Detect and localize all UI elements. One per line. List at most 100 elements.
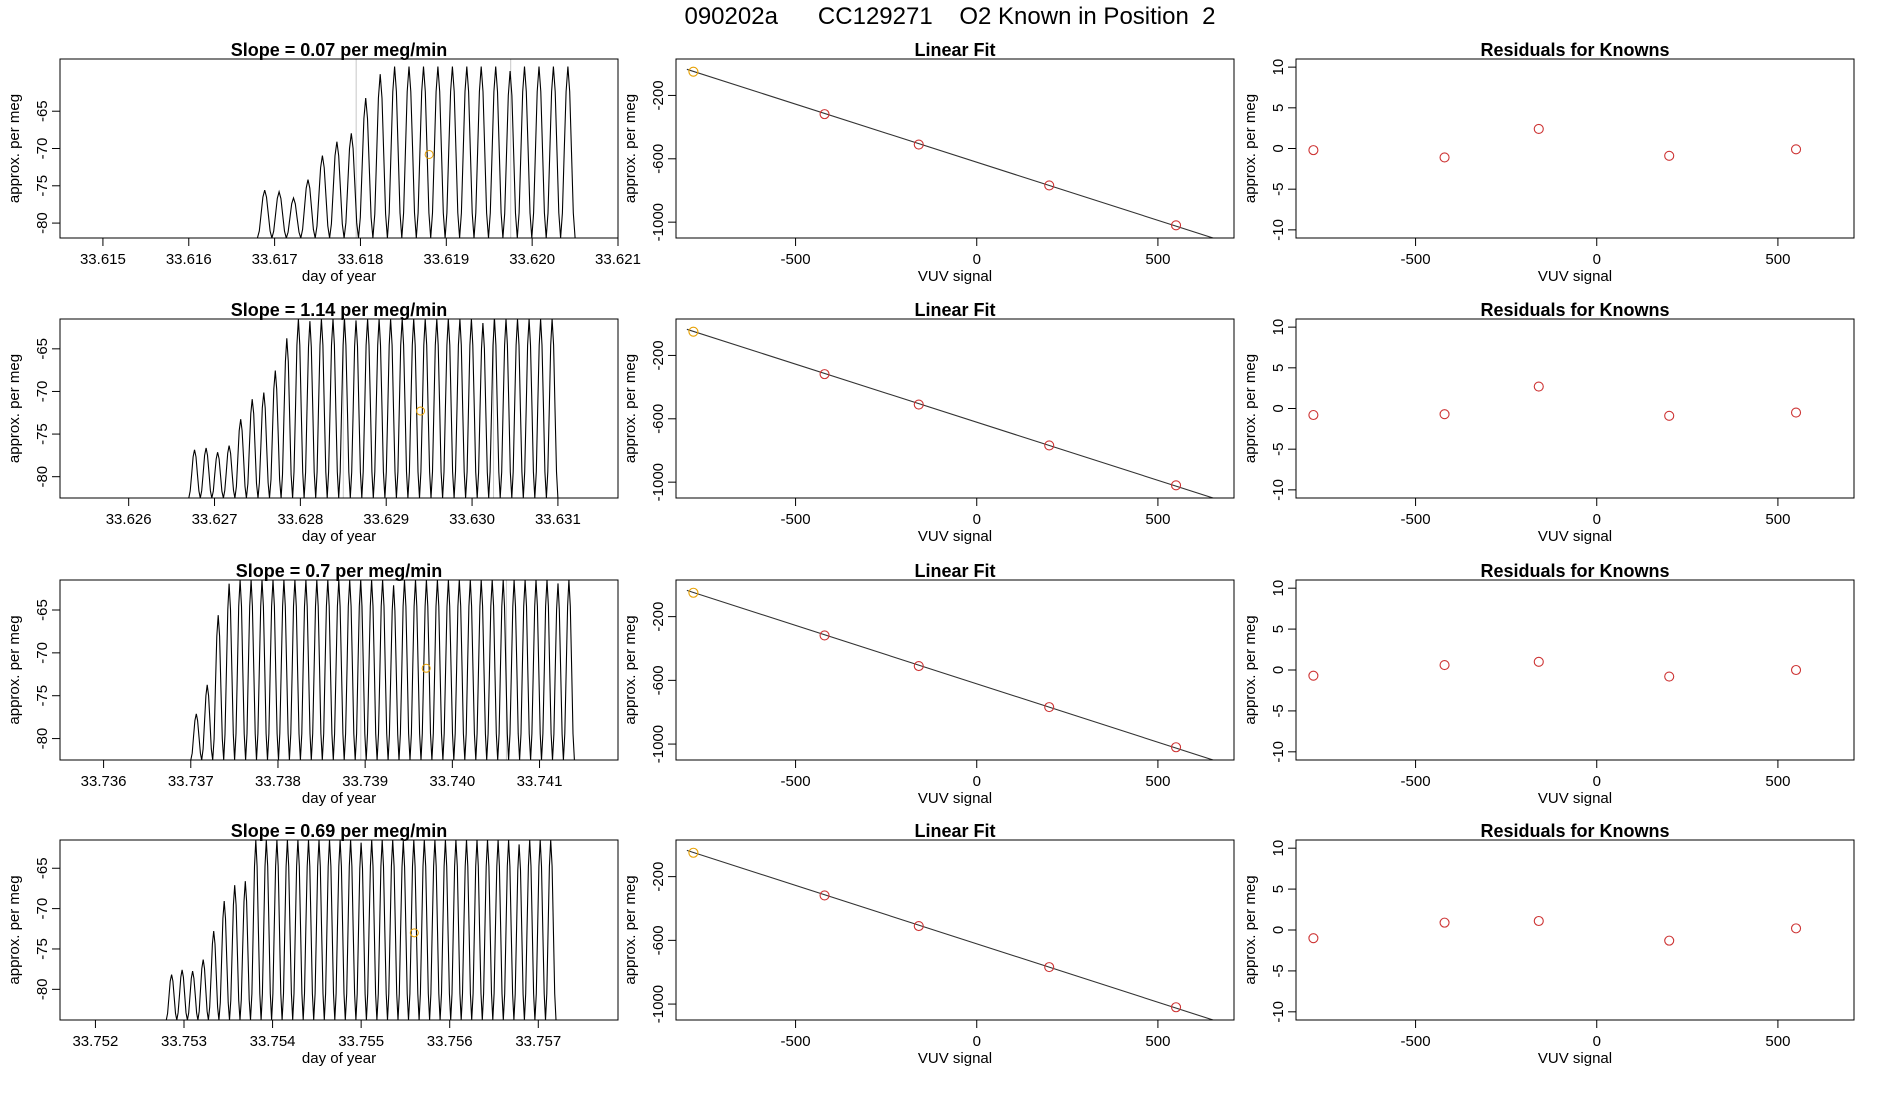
panel-3-y-tick-label: 0 <box>1270 144 1287 152</box>
panel-11-y-tick-label: -200 <box>650 862 667 892</box>
panel-11-x-tick-label: 500 <box>1145 1033 1170 1050</box>
panel-5-y-tick-label: -200 <box>650 340 667 370</box>
panel-11-fit-line <box>686 849 1215 1020</box>
panel-9-data-point <box>1664 671 1675 682</box>
panel-11-x-axis-label: VUV signal <box>918 1050 992 1067</box>
panel-8-y-axis-label: approx. per meg <box>622 615 639 724</box>
panel-10-x-tick-label: 33.756 <box>427 1033 473 1050</box>
panel-12-data-point <box>1439 917 1450 928</box>
panel-5-data-point <box>819 369 830 380</box>
panel-2-y-tick-label: -200 <box>650 80 667 110</box>
panel-6-x-tick-label: 500 <box>1765 511 1790 528</box>
panel-4-y-tick-label: -75 <box>34 423 51 445</box>
panel-8-data-point <box>1170 742 1182 753</box>
panel-8-plot-frame <box>675 579 1235 761</box>
panel-3-title: Residuals for Knowns <box>1480 40 1669 60</box>
panel-4-x-axis-label: day of year <box>302 528 376 545</box>
panel-4-plot-frame <box>59 318 619 499</box>
panel-10-y-tick-label: -80 <box>34 978 51 1000</box>
panel-2-x-tick-label: -500 <box>781 251 811 268</box>
panel-5-data-point <box>688 326 699 337</box>
panel-11-title: Linear Fit <box>914 821 995 841</box>
panel-11-plot-frame <box>675 839 1235 1021</box>
panel-5-plot-frame <box>675 318 1235 499</box>
panel-8-data-point <box>1044 702 1055 713</box>
panel-12-y-tick-label: 10 <box>1270 840 1287 857</box>
panel-1-x-tick-label: 33.617 <box>252 251 298 268</box>
panel-3-x-axis-label: VUV signal <box>1538 268 1612 285</box>
panel-3-x-tick-label: 0 <box>1593 251 1601 268</box>
panel-2-x-axis-label: VUV signal <box>918 268 992 285</box>
panel-8-data-point <box>819 630 830 641</box>
panel-11-data-point <box>819 890 830 901</box>
panel-5-data-point <box>1170 480 1182 491</box>
panel-1-x-tick-label: 33.619 <box>423 251 469 268</box>
panel-4-x-tick-label: 33.631 <box>535 511 581 528</box>
panel-4-x-tick-label: 33.628 <box>277 511 323 528</box>
panel-2-title: Linear Fit <box>914 40 995 60</box>
panel-2-y-axis-label: approx. per meg <box>622 94 639 203</box>
panel-6-y-axis-label: approx. per meg <box>1242 354 1259 463</box>
panel-12-data-point <box>1533 915 1544 927</box>
panel-10-y-axis-label: approx. per meg <box>6 875 23 984</box>
panel-4-y-tick-label: -70 <box>34 381 51 403</box>
panel-5-data-point <box>913 399 924 410</box>
panel-3-y-tick-label: -5 <box>1270 183 1287 196</box>
panel-5-data-point <box>1044 440 1055 451</box>
panel-12-title: Residuals for Knowns <box>1480 821 1669 841</box>
panel-2-fit-line <box>686 68 1215 238</box>
panel-10-x-tick-label: 33.757 <box>515 1033 561 1050</box>
panel-12-y-tick-label: -10 <box>1270 1001 1287 1023</box>
panel-7-mean-marker <box>421 663 431 673</box>
panel-9-y-tick-label: 0 <box>1270 666 1287 674</box>
panel-10-y-tick-label: -70 <box>34 898 51 920</box>
panel-7-x-tick-label: 33.741 <box>517 773 563 790</box>
panel-12-data-point <box>1664 935 1675 946</box>
panel-4-trace-signal <box>60 319 559 498</box>
panel-6-y-tick-label: 5 <box>1270 364 1287 372</box>
panel-3-y-tick-label: 5 <box>1270 104 1287 112</box>
panel-9-y-tick-label: -10 <box>1270 741 1287 763</box>
panel-1-y-axis-label: approx. per meg <box>6 94 23 203</box>
panel-3-x-tick-label: 500 <box>1765 251 1790 268</box>
panel-12-plot-frame <box>1295 839 1855 1021</box>
panel-3-x-tick-label: -500 <box>1401 251 1431 268</box>
panel-11-data-point <box>1044 962 1055 973</box>
panel-6-y-tick-label: -10 <box>1270 479 1287 501</box>
panel-2-data-point <box>913 139 924 150</box>
panel-2-data-point <box>688 66 699 77</box>
panel-6-x-axis-label: VUV signal <box>1538 528 1612 545</box>
panel-4-x-tick-label: 33.626 <box>106 511 152 528</box>
panel-9-y-tick-label: -5 <box>1270 704 1287 717</box>
panel-10-x-axis-label: day of year <box>302 1050 376 1067</box>
panel-2-x-tick-label: 0 <box>973 251 981 268</box>
panel-6-data-point <box>1664 410 1675 421</box>
panel-6-data-point <box>1533 381 1544 392</box>
panel-6-y-tick-label: -5 <box>1270 443 1287 456</box>
panel-4-y-tick-label: -80 <box>34 466 51 488</box>
panel-3-data-point <box>1790 144 1802 155</box>
panel-9-data-point <box>1439 660 1450 671</box>
panel-8-y-tick-label: -200 <box>650 602 667 632</box>
panel-12-x-tick-label: 500 <box>1765 1033 1790 1050</box>
panel-6-plot-frame <box>1295 318 1855 499</box>
panel-12-x-tick-label: -500 <box>1401 1033 1431 1050</box>
panel-9-x-axis-label: VUV signal <box>1538 790 1612 807</box>
panel-1-x-axis-label: day of year <box>302 268 376 285</box>
panel-10-plot-frame <box>59 839 619 1021</box>
panel-2-data-point <box>1170 220 1182 231</box>
panel-12-y-axis-label: approx. per meg <box>1242 875 1259 984</box>
panel-9-data-point <box>1308 670 1319 681</box>
panel-7-x-tick-label: 33.738 <box>255 773 301 790</box>
panel-4-mean-marker <box>416 406 426 416</box>
panel-8-data-point <box>688 587 699 598</box>
panel-4-x-tick-label: 33.630 <box>449 511 495 528</box>
panel-6-data-point <box>1308 409 1319 421</box>
panel-6-x-tick-label: -500 <box>1401 511 1431 528</box>
panel-4-title: Slope = 1.14 per meg/min <box>231 300 448 320</box>
panel-7-y-tick-label: -65 <box>34 599 51 621</box>
panel-4-x-tick-label: 33.627 <box>192 511 238 528</box>
panel-10-title: Slope = 0.69 per meg/min <box>231 821 448 841</box>
panel-8-x-axis-label: VUV signal <box>918 790 992 807</box>
figure-title: 090202a CC129271 O2 Known in Position 2 <box>684 3 1216 30</box>
